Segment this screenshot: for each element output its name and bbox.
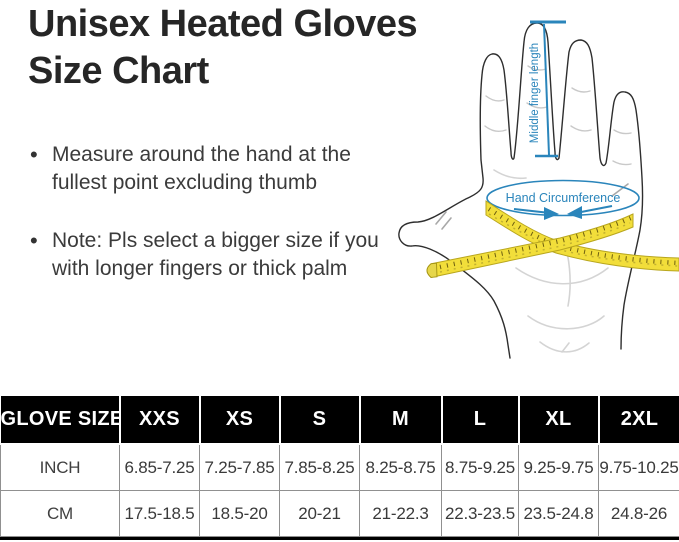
row-label-cm: CM: [0, 490, 120, 537]
row-label-inch: INCH: [0, 443, 120, 491]
middle-finger-length-label: Middle finger length: [529, 43, 541, 143]
cell-cm-xxs: 17.5-18.5: [119, 490, 200, 537]
header-cell-m: M: [359, 396, 443, 445]
size-table-container: GLOVE SIZE XXS XS S M L XL 2XL INCH 6.85…: [0, 396, 679, 540]
finger-crease-lines: [484, 65, 632, 166]
instruction-text: Note: Pls select a bigger size if you wi…: [52, 229, 379, 280]
cell-inch-m: 8.25-8.75: [359, 443, 442, 491]
cell-cm-2xl: 24.8-26: [598, 490, 679, 537]
bullet-icon: •: [30, 142, 38, 167]
page-title: Unisex Heated Gloves Size Chart: [28, 1, 498, 95]
cell-cm-xs: 18.5-20: [199, 490, 280, 537]
page-title-line2: Size Chart: [28, 50, 209, 92]
cell-inch-l: 8.75-9.25: [441, 443, 519, 491]
hand-outline-icon: [398, 22, 644, 359]
cell-inch-2xl: 9.75-10.25: [598, 443, 679, 491]
cell-cm-xl: 23.5-24.8: [518, 490, 599, 537]
header-cell-s: S: [279, 396, 361, 445]
palm-crease-lines: [493, 169, 609, 353]
cell-inch-xs: 7.25-7.85: [199, 443, 280, 491]
instruction-text: Measure around the hand at the fullest p…: [52, 143, 351, 194]
table-row-inch: INCH 6.85-7.25 7.25-7.85 7.85-8.25 8.25-…: [0, 443, 679, 491]
list-item: • Note: Pls select a bigger size if you …: [30, 227, 410, 283]
hand-circumference-ellipse: [486, 179, 640, 217]
size-table: GLOVE SIZE XXS XS S M L XL 2XL INCH 6.85…: [0, 396, 679, 537]
cell-cm-m: 21-22.3: [359, 490, 442, 537]
table-row-cm: CM 17.5-18.5 18.5-20 20-21 21-22.3 22.3-…: [0, 490, 679, 537]
hand-measurement-diagram: Hand Circumference Middle finger length: [398, 20, 679, 359]
header-cell-xl: XL: [518, 396, 600, 445]
bullet-icon: •: [30, 228, 38, 253]
header-cell-glove-size: GLOVE SIZE: [0, 396, 121, 445]
hand-circumference-label: Hand Circumference: [506, 191, 621, 205]
circumference-arrows-icon: [513, 205, 613, 220]
size-table-header-row: GLOVE SIZE XXS XS S M L XL 2XL: [0, 396, 679, 445]
header-cell-l: L: [441, 396, 520, 445]
cell-cm-s: 20-21: [279, 490, 360, 537]
header-cell-xxs: XXS: [119, 396, 201, 445]
thumb-crease-lines: [435, 183, 629, 230]
cell-inch-s: 7.85-8.25: [279, 443, 360, 491]
cell-inch-xl: 9.25-9.75: [518, 443, 599, 491]
middle-finger-measure-line: [530, 20, 566, 158]
header-cell-xs: XS: [199, 396, 281, 445]
header-cell-2xl: 2XL: [598, 396, 679, 445]
page-title-line1: Unisex Heated Gloves: [28, 3, 418, 45]
cell-cm-l: 22.3-23.5: [441, 490, 519, 537]
cell-inch-xxs: 6.85-7.25: [119, 443, 200, 491]
measuring-tape-band-b: [426, 213, 634, 278]
instruction-list: • Measure around the hand at the fullest…: [30, 141, 410, 313]
list-item: • Measure around the hand at the fullest…: [30, 141, 410, 197]
